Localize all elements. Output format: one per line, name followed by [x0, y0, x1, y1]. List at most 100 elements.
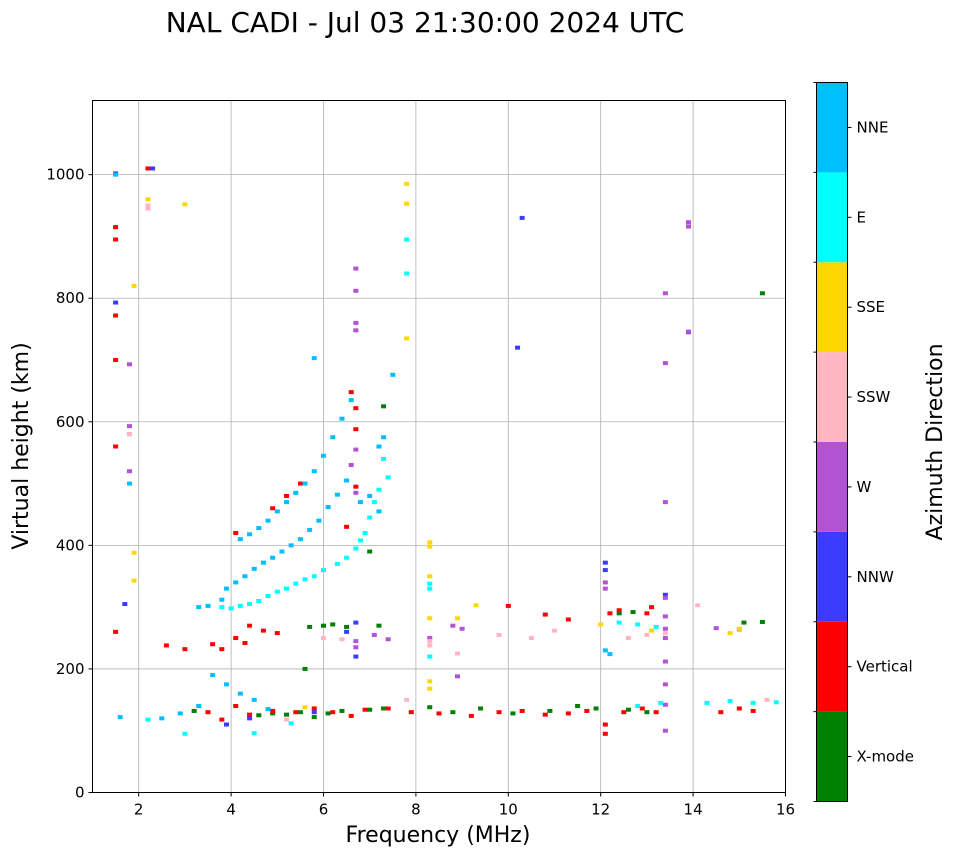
data-point — [145, 206, 151, 211]
colorbar-swatch — [816, 621, 848, 712]
data-point — [348, 390, 354, 395]
data-point — [274, 509, 280, 514]
data-point — [515, 345, 521, 350]
data-point — [381, 456, 387, 461]
data-point — [353, 427, 359, 432]
data-point — [607, 611, 613, 616]
data-point — [602, 722, 608, 727]
data-point — [247, 712, 253, 717]
data-point — [233, 531, 239, 535]
colorbar-swatch — [816, 82, 848, 173]
data-point — [339, 708, 345, 713]
data-point — [284, 493, 290, 498]
y-tick-label: 800 — [56, 289, 85, 307]
data-point — [593, 706, 599, 711]
data-point — [552, 628, 557, 633]
data-point — [270, 711, 276, 716]
data-point — [284, 586, 290, 591]
data-point — [293, 581, 299, 586]
data-point — [293, 490, 299, 495]
series-vertical — [113, 166, 756, 736]
data-point — [293, 710, 299, 715]
series-nnw — [113, 166, 691, 727]
data-point — [126, 481, 132, 486]
data-point — [602, 580, 608, 585]
data-point — [284, 500, 290, 505]
series-e — [145, 237, 779, 736]
data-point — [685, 220, 691, 225]
series-sse — [131, 181, 742, 710]
data-point — [191, 708, 197, 713]
data-point — [704, 700, 710, 705]
data-point — [163, 643, 169, 648]
data-point — [150, 166, 156, 171]
data-point — [353, 320, 359, 325]
plot-area — [113, 166, 779, 736]
data-point — [376, 487, 382, 492]
series-ssw — [126, 197, 770, 722]
data-point — [348, 713, 354, 718]
data-point — [602, 568, 608, 573]
data-point — [718, 710, 724, 715]
x-axis-ticks: 2 4 6 8 10 12 14 16 — [134, 792, 795, 819]
y-tick-label: 400 — [56, 536, 85, 554]
y-tick-label: 1000 — [46, 166, 84, 184]
colorbar-label: Azimuth Direction — [923, 343, 948, 540]
data-point — [649, 628, 655, 633]
data-point — [223, 722, 229, 727]
y-tick-label: 0 — [75, 784, 85, 802]
data-point — [759, 619, 765, 624]
x-tick-label: 16 — [776, 801, 795, 819]
data-point — [330, 622, 336, 627]
data-point — [126, 432, 132, 437]
data-point — [237, 537, 243, 542]
data-point — [219, 647, 225, 652]
data-point — [602, 648, 608, 653]
x-tick-label: 6 — [319, 801, 329, 819]
data-point — [344, 478, 350, 483]
data-point — [270, 506, 276, 511]
data-point — [260, 560, 266, 565]
data-point — [404, 271, 410, 276]
data-point — [353, 447, 359, 452]
data-point — [274, 631, 280, 636]
data-point — [741, 620, 747, 625]
data-point — [288, 721, 294, 726]
data-point — [210, 642, 216, 647]
data-point — [575, 704, 581, 708]
data-point — [311, 356, 317, 361]
data-point — [113, 225, 119, 230]
data-point — [662, 682, 668, 687]
data-point — [237, 691, 243, 696]
data-point — [371, 632, 377, 637]
data-point — [251, 566, 257, 571]
data-point — [385, 706, 391, 711]
data-point — [284, 712, 290, 717]
data-point — [427, 540, 433, 545]
data-point — [736, 626, 742, 631]
data-point — [454, 616, 460, 621]
data-point — [565, 617, 571, 622]
colorbar-frame — [816, 82, 848, 802]
data-point — [311, 710, 317, 715]
data-point — [662, 291, 668, 296]
data-point — [256, 526, 262, 531]
data-point — [233, 704, 239, 708]
data-point — [505, 603, 511, 608]
data-point — [353, 490, 359, 495]
data-point — [348, 463, 354, 468]
data-point — [662, 614, 668, 619]
data-point — [644, 632, 650, 637]
data-point — [182, 731, 188, 736]
data-point — [311, 706, 317, 711]
data-point — [223, 682, 229, 687]
data-point — [367, 493, 373, 498]
data-point — [630, 610, 636, 615]
data-point — [251, 731, 257, 736]
x-tick-label: 2 — [134, 801, 144, 819]
data-point — [662, 592, 668, 597]
data-point — [321, 636, 326, 641]
data-point — [113, 172, 119, 177]
data-point — [270, 555, 276, 560]
